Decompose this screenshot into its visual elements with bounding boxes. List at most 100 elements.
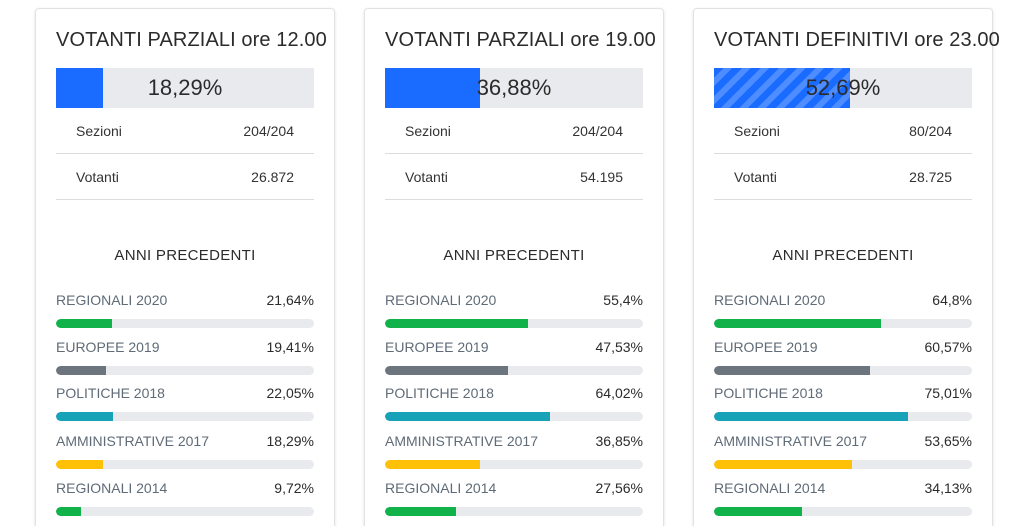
history-bar-fill	[385, 366, 508, 375]
history-value: 60,57%	[924, 339, 972, 355]
votanti-row: Votanti 54.195	[385, 154, 643, 200]
history-bar-fill	[714, 412, 908, 421]
history-bar-track	[385, 412, 643, 421]
turnout-percent: 36,88%	[476, 75, 552, 100]
sezioni-value: 204/204	[572, 122, 623, 139]
history-label: AMMINISTRATIVE 2017	[714, 433, 868, 449]
history-value: 47,53%	[595, 339, 643, 355]
history-item: REGIONALI 2014 27,56%	[385, 480, 643, 516]
history-label: AMMINISTRATIVE 2017	[56, 433, 210, 449]
history-value: 9,72%	[274, 480, 314, 496]
previous-years-title: ANNI PRECEDENTI	[772, 247, 914, 264]
history-value: 18,29%	[266, 433, 314, 449]
history-value: 55,4%	[603, 292, 643, 308]
history-bar-track	[56, 366, 314, 375]
history-bar-track	[714, 319, 972, 328]
votanti-row: Votanti 26.872	[56, 154, 314, 200]
previous-years-title: ANNI PRECEDENTI	[114, 247, 256, 264]
history-bar-fill	[56, 366, 107, 375]
history-value: 27,56%	[595, 480, 643, 496]
history-value: 21,64%	[266, 292, 314, 308]
history-bar-fill	[385, 319, 528, 328]
history-item: REGIONALI 2020 21,64%	[56, 292, 314, 328]
history-bar-track	[714, 460, 972, 469]
history-value: 75,01%	[924, 385, 972, 401]
history-value: 36,85%	[595, 433, 643, 449]
turnout-progress-bar: 52,69%	[714, 68, 972, 108]
history-bar-fill	[714, 319, 882, 328]
sezioni-row: Sezioni 204/204	[385, 108, 643, 154]
history-item: REGIONALI 2014 9,72%	[56, 480, 314, 516]
history-value: 64,8%	[932, 292, 972, 308]
history-bar-fill	[56, 507, 82, 516]
history-label: AMMINISTRATIVE 2017	[385, 433, 539, 449]
sezioni-label: Sezioni	[734, 122, 780, 139]
history-label: REGIONALI 2014	[56, 480, 168, 496]
history-label: EUROPEE 2019	[56, 339, 160, 355]
turnout-card-1200: VOTANTI PARZIALI ore 12.00 18,29% Sezion…	[35, 8, 335, 526]
history-item: EUROPEE 2019 47,53%	[385, 339, 643, 375]
history-bar-track	[56, 507, 314, 516]
history-label: POLITICHE 2018	[714, 385, 823, 401]
history-label: POLITICHE 2018	[385, 385, 494, 401]
turnout-progress-bar: 36,88%	[385, 68, 643, 108]
votanti-value: 26.872	[251, 168, 294, 185]
history-item: AMMINISTRATIVE 2017 18,29%	[56, 433, 314, 469]
history-value: 64,02%	[595, 385, 643, 401]
history-bar-fill	[385, 412, 551, 421]
history-label: REGIONALI 2014	[385, 480, 497, 496]
previous-years-title: ANNI PRECEDENTI	[443, 247, 585, 264]
turnout-percent: 18,29%	[147, 75, 223, 100]
history-bar-fill	[56, 412, 113, 421]
history-bar-track	[56, 412, 314, 421]
history-bar-fill	[385, 507, 457, 516]
history-bar-fill	[385, 460, 481, 469]
sezioni-label: Sezioni	[405, 122, 451, 139]
history-bar-track	[385, 366, 643, 375]
history-label: EUROPEE 2019	[385, 339, 489, 355]
history-value: 53,65%	[924, 433, 972, 449]
sezioni-value: 80/204	[909, 122, 952, 139]
history-bar-track	[385, 507, 643, 516]
turnout-card-2300: VOTANTI DEFINITIVI ore 23.00 52,69% Sezi…	[693, 8, 1000, 526]
votanti-row: Votanti 28.725	[714, 154, 972, 200]
card-title: VOTANTI PARZIALI ore 12.00	[56, 29, 327, 51]
history-label: POLITICHE 2018	[56, 385, 165, 401]
history-item: POLITICHE 2018 64,02%	[385, 385, 643, 421]
card-title: VOTANTI DEFINITIVI ore 23.00	[714, 29, 1000, 51]
history-label: REGIONALI 2020	[714, 292, 826, 308]
sezioni-row: Sezioni 204/204	[56, 108, 314, 154]
history-label: REGIONALI 2020	[56, 292, 168, 308]
history-bar-fill	[714, 366, 871, 375]
sezioni-value: 204/204	[243, 122, 294, 139]
votanti-value: 54.195	[580, 168, 623, 185]
history-bar-track	[385, 319, 643, 328]
turnout-progress-fill	[385, 68, 481, 108]
history-bar-track	[714, 412, 972, 421]
turnout-card-1900: VOTANTI PARZIALI ore 19.00 36,88% Sezion…	[364, 8, 664, 526]
turnout-progress-bar: 18,29%	[56, 68, 314, 108]
history-value: 19,41%	[266, 339, 314, 355]
history-item: REGIONALI 2020 64,8%	[714, 292, 972, 328]
history-label: REGIONALI 2020	[385, 292, 497, 308]
history-value: 22,05%	[266, 385, 314, 401]
history-item: POLITICHE 2018 22,05%	[56, 385, 314, 421]
history-bar-fill	[56, 460, 104, 469]
votanti-label: Votanti	[405, 168, 448, 185]
history-bar-track	[56, 319, 314, 328]
history-value: 34,13%	[924, 480, 972, 496]
votanti-label: Votanti	[76, 168, 119, 185]
turnout-progress-fill	[56, 68, 104, 108]
history-item: EUROPEE 2019 60,57%	[714, 339, 972, 375]
history-bar-track	[714, 507, 972, 516]
votanti-value: 28.725	[909, 168, 952, 185]
card-title: VOTANTI PARZIALI ore 19.00	[385, 29, 656, 51]
history-bar-track	[56, 460, 314, 469]
history-item: POLITICHE 2018 75,01%	[714, 385, 972, 421]
turnout-progress-fill	[714, 68, 850, 108]
history-bar-track	[385, 460, 643, 469]
history-item: AMMINISTRATIVE 2017 36,85%	[385, 433, 643, 469]
history-item: EUROPEE 2019 19,41%	[56, 339, 314, 375]
history-bar-fill	[714, 460, 853, 469]
